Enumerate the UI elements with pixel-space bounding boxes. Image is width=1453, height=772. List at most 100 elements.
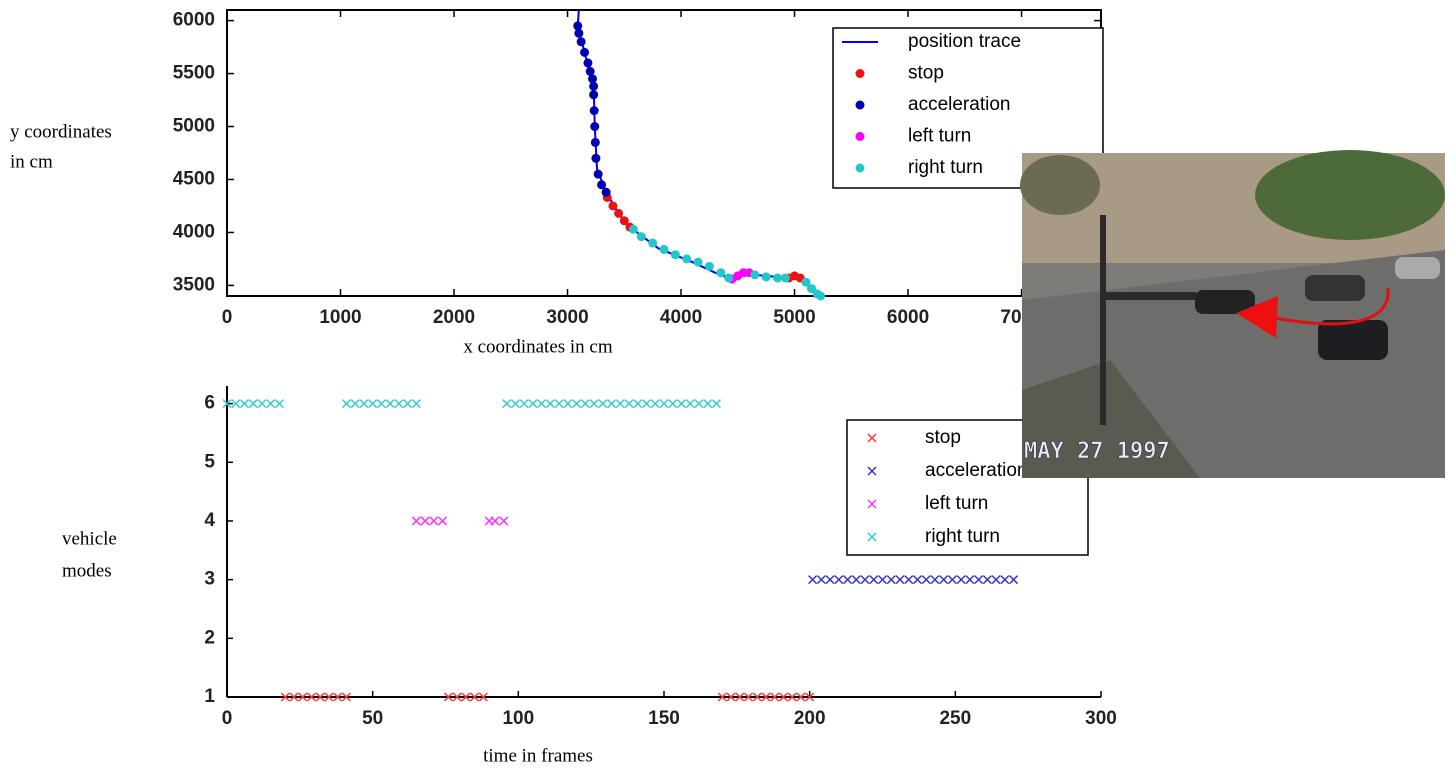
point-marker bbox=[350, 399, 360, 409]
point-marker bbox=[280, 692, 290, 702]
point-marker bbox=[324, 692, 334, 702]
point-marker bbox=[761, 692, 771, 702]
point-marker bbox=[231, 399, 241, 409]
x-tick-label: 300 bbox=[1085, 708, 1117, 729]
point-marker bbox=[895, 575, 905, 585]
point-marker bbox=[726, 692, 736, 702]
point-marker bbox=[693, 257, 703, 267]
point-marker bbox=[694, 399, 704, 409]
point-marker bbox=[930, 575, 940, 585]
point-marker bbox=[636, 232, 646, 242]
point-marker bbox=[668, 399, 678, 409]
point-marker bbox=[598, 399, 608, 409]
legend-label: right turn bbox=[925, 526, 1000, 547]
point-marker bbox=[528, 399, 538, 409]
legend-label: stop bbox=[908, 63, 944, 84]
y-axis-label: vehicle bbox=[62, 528, 117, 549]
point-marker bbox=[573, 21, 583, 31]
point-marker bbox=[633, 399, 643, 409]
point-marker bbox=[502, 399, 512, 409]
arrow bbox=[1274, 287, 1390, 326]
point-marker bbox=[274, 399, 284, 409]
x-tick-label: 0 bbox=[222, 307, 233, 328]
y-tick-label: 4000 bbox=[173, 221, 215, 242]
point-marker bbox=[834, 575, 844, 585]
point-marker bbox=[808, 575, 818, 585]
point-marker bbox=[589, 106, 599, 116]
sidewalk bbox=[1022, 360, 1200, 478]
point-marker bbox=[619, 216, 629, 226]
point-marker bbox=[589, 81, 599, 91]
legend-swatch bbox=[867, 499, 877, 509]
x-tick-label: 150 bbox=[648, 708, 680, 729]
y-tick-label: 5000 bbox=[173, 116, 215, 137]
trees bbox=[1020, 155, 1100, 215]
point-marker bbox=[298, 692, 308, 702]
x-tick-label: 6000 bbox=[887, 307, 929, 328]
point-marker bbox=[796, 692, 806, 702]
point-marker bbox=[956, 575, 966, 585]
point-marker bbox=[650, 399, 660, 409]
point-marker bbox=[478, 692, 488, 702]
point-marker bbox=[545, 399, 555, 409]
point-marker bbox=[717, 692, 727, 702]
point-marker bbox=[583, 58, 593, 68]
point-marker bbox=[704, 261, 714, 271]
point-marker bbox=[807, 284, 817, 294]
legend-label: left turn bbox=[908, 126, 971, 147]
legend-label: position trace bbox=[908, 31, 1021, 52]
photo: MAY 27 1997 bbox=[1020, 150, 1445, 478]
point-marker bbox=[587, 74, 597, 84]
point-marker bbox=[607, 399, 617, 409]
point-marker bbox=[580, 399, 590, 409]
signal-arm bbox=[1106, 292, 1196, 300]
y-axis-label: in cm bbox=[10, 151, 53, 172]
point-marker bbox=[289, 692, 299, 702]
point-marker bbox=[773, 273, 783, 283]
point-marker bbox=[248, 399, 258, 409]
point-marker bbox=[641, 399, 652, 409]
point-marker bbox=[591, 153, 601, 163]
point-marker bbox=[982, 575, 992, 585]
point-marker bbox=[608, 201, 618, 211]
point-marker bbox=[385, 399, 395, 409]
point-marker bbox=[648, 238, 658, 248]
point-marker bbox=[376, 399, 386, 409]
point-marker bbox=[659, 399, 669, 409]
point-marker bbox=[563, 399, 573, 409]
trees bbox=[1255, 150, 1445, 240]
point-marker bbox=[519, 399, 529, 409]
timestamp: MAY 27 1997 bbox=[1024, 439, 1170, 464]
point-marker bbox=[682, 254, 692, 264]
point-marker bbox=[787, 692, 797, 702]
y-axis-label: y coordinates bbox=[10, 121, 112, 142]
point-marker bbox=[452, 692, 462, 702]
point-marker bbox=[576, 37, 586, 47]
x-axis-label: time in frames bbox=[483, 745, 593, 766]
point-marker bbox=[711, 399, 721, 409]
point-marker bbox=[615, 399, 625, 409]
x-tick-label: 4000 bbox=[660, 307, 702, 328]
point-marker bbox=[703, 399, 713, 409]
point-marker bbox=[939, 575, 949, 585]
point-marker bbox=[770, 692, 780, 702]
point-marker bbox=[685, 399, 695, 409]
car bbox=[1305, 275, 1365, 301]
point-marker bbox=[601, 187, 611, 197]
y-tick-label: 4500 bbox=[173, 168, 215, 189]
point-marker bbox=[411, 399, 421, 409]
y-tick-label: 5 bbox=[204, 451, 215, 472]
point-marker bbox=[394, 399, 404, 409]
point-marker bbox=[438, 516, 448, 526]
point-marker bbox=[628, 224, 638, 234]
trace-line bbox=[576, 9, 822, 297]
legend-swatch bbox=[867, 466, 877, 476]
point-marker bbox=[257, 399, 267, 409]
point-marker bbox=[239, 399, 250, 409]
x-tick-label: 250 bbox=[939, 708, 971, 729]
car bbox=[1395, 257, 1440, 279]
point-marker bbox=[490, 516, 500, 526]
point-marker bbox=[869, 575, 879, 585]
point-marker bbox=[659, 244, 669, 254]
y-tick-label: 1 bbox=[204, 686, 215, 707]
